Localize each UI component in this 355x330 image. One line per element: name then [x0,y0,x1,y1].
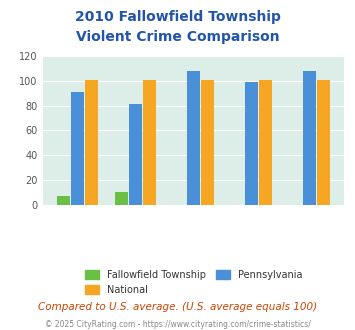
Bar [245,82,258,205]
Bar [85,80,98,205]
Text: 2010 Fallowfield Township: 2010 Fallowfield Township [75,10,280,24]
Bar [303,71,316,205]
Bar [129,104,142,205]
Legend: Fallowfield Township, National, Pennsylvania: Fallowfield Township, National, Pennsylv… [81,266,306,299]
Bar [115,192,128,205]
Text: Compared to U.S. average. (U.S. average equals 100): Compared to U.S. average. (U.S. average … [38,302,317,312]
Text: Violent Crime Comparison: Violent Crime Comparison [76,30,279,44]
Bar [259,80,272,205]
Bar [201,80,214,205]
Bar [187,71,200,205]
Bar [57,196,70,205]
Bar [143,80,156,205]
Text: © 2025 CityRating.com - https://www.cityrating.com/crime-statistics/: © 2025 CityRating.com - https://www.city… [45,320,310,329]
Bar [317,80,330,205]
Bar [71,92,84,205]
